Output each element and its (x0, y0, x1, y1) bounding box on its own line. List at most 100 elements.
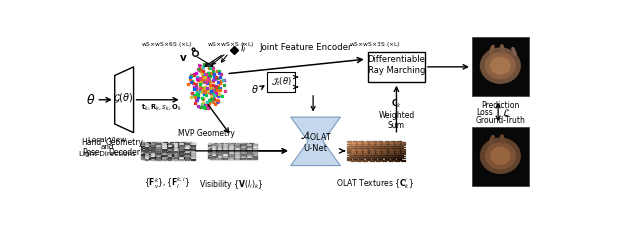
Bar (364, 160, 368, 162)
Bar (388, 147, 394, 149)
Bar (145, 143, 149, 145)
Bar (388, 142, 394, 144)
Text: wS$\times$wS$\times$6S ($\times$L): wS$\times$wS$\times$6S ($\times$L) (141, 40, 193, 49)
Bar (177, 149, 182, 150)
Bar (166, 157, 170, 158)
Bar (212, 144, 216, 146)
Bar (245, 156, 250, 157)
Bar (349, 151, 353, 152)
Bar (382, 147, 387, 149)
Bar (245, 148, 250, 149)
Bar (355, 160, 360, 161)
Bar (397, 148, 403, 150)
Bar (243, 155, 248, 157)
Bar (229, 154, 234, 156)
Bar (154, 159, 159, 160)
Bar (210, 156, 214, 157)
Bar (378, 141, 383, 143)
Bar (387, 160, 392, 161)
Bar (154, 151, 159, 152)
Bar (210, 150, 214, 151)
Bar (351, 151, 355, 153)
Bar (143, 143, 147, 144)
Bar (395, 149, 400, 151)
Bar (181, 150, 186, 152)
Bar (365, 150, 371, 152)
Bar (152, 142, 157, 144)
Bar (349, 157, 353, 159)
Bar (164, 152, 168, 154)
Bar (351, 142, 355, 144)
Bar (164, 150, 168, 152)
Bar (141, 154, 145, 156)
Bar (175, 156, 180, 158)
Bar (382, 155, 387, 157)
Bar (397, 159, 403, 161)
Bar (355, 153, 360, 155)
Bar (143, 149, 147, 150)
Bar (369, 153, 374, 155)
Bar (357, 160, 362, 162)
Bar (361, 157, 366, 159)
Bar (187, 156, 191, 158)
Bar (208, 155, 212, 157)
Bar (365, 141, 371, 143)
Bar (359, 144, 364, 145)
Bar (233, 156, 238, 157)
Bar (380, 155, 385, 157)
Bar (233, 150, 238, 151)
Bar (241, 154, 246, 156)
Bar (221, 150, 226, 151)
Bar (143, 157, 147, 158)
Bar (385, 157, 390, 159)
Text: $\mathcal{A}_{\mathrm{OLAT}}$: $\mathcal{A}_{\mathrm{OLAT}}$ (300, 129, 332, 143)
Text: Joint Feature Encoder: Joint Feature Encoder (259, 43, 352, 52)
Bar (158, 148, 163, 150)
Bar (236, 152, 240, 154)
Bar (179, 159, 184, 161)
Bar (172, 157, 176, 158)
Bar (376, 153, 381, 155)
Bar (170, 156, 174, 158)
Bar (357, 149, 362, 151)
Bar (152, 148, 157, 150)
Bar (393, 153, 398, 155)
Bar (175, 148, 180, 150)
Bar (172, 159, 176, 160)
Bar (237, 147, 242, 149)
Text: $\mathcal{J}_t(\theta)$: $\mathcal{J}_t(\theta)$ (271, 76, 292, 88)
Bar (148, 153, 153, 154)
Bar (189, 153, 193, 154)
Bar (395, 155, 400, 157)
Bar (372, 141, 377, 143)
Bar (214, 149, 218, 151)
Bar (241, 148, 246, 150)
Bar (253, 148, 257, 150)
Bar (225, 151, 230, 153)
Bar (208, 149, 212, 151)
Bar (183, 159, 188, 160)
Bar (160, 147, 164, 148)
Bar (243, 158, 248, 159)
Bar (166, 151, 170, 152)
Bar (399, 148, 404, 150)
Bar (145, 147, 149, 149)
Bar (187, 148, 191, 150)
Bar (177, 145, 182, 146)
Bar (185, 157, 189, 159)
Bar (382, 158, 387, 160)
Bar (158, 150, 163, 152)
Bar (359, 155, 364, 156)
Text: $\mathbf{t}_k, \mathbf{R}_k, s_k, \mathbf{O}_k$: $\mathbf{t}_k, \mathbf{R}_k, s_k, \mathb… (141, 102, 182, 113)
Bar (212, 158, 216, 160)
Bar (378, 159, 383, 161)
Bar (216, 148, 220, 149)
Bar (208, 147, 212, 149)
Bar (385, 148, 390, 150)
Bar (156, 145, 161, 147)
Bar (357, 147, 362, 149)
Bar (179, 157, 184, 159)
Bar (173, 151, 178, 153)
Bar (227, 154, 232, 155)
Bar (388, 153, 394, 155)
